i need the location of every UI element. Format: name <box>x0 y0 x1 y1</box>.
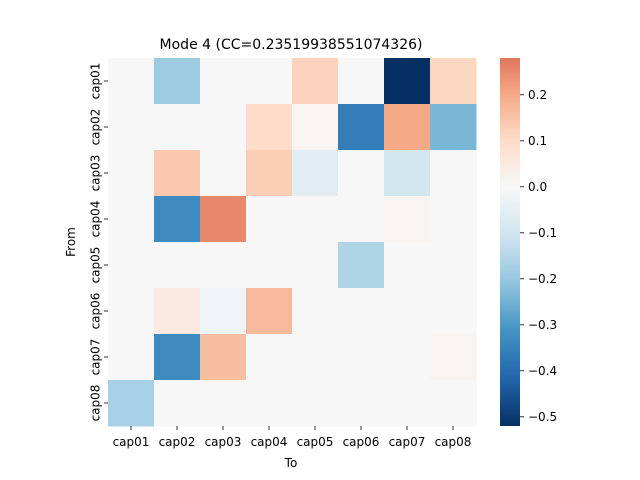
heatmap-cell-cap03-cap08 <box>430 150 477 197</box>
heatmap-cell-cap04-cap02 <box>154 196 201 243</box>
heatmap-cell-cap08-cap07 <box>384 380 431 427</box>
heatmap-cell-cap06-cap01 <box>108 288 155 335</box>
heatmap-cell-cap05-cap07 <box>384 242 431 289</box>
x-axis-ticks: cap01 cap02 cap03 cap04 cap05 cap06 cap07 cap08 <box>113 426 472 449</box>
heatmap-cell-cap06-cap06 <box>338 288 385 335</box>
heatmap-cell-cap02-cap05 <box>292 104 339 151</box>
heatmap-cell-cap05-cap01 <box>108 242 155 289</box>
heatmap-cell-cap01-cap04 <box>246 58 293 105</box>
heatmap-cells <box>108 58 477 427</box>
heatmap-cell-cap04-cap03 <box>200 196 247 243</box>
heatmap-cell-cap03-cap07 <box>384 150 431 197</box>
y-tick-label: cap07 <box>89 339 103 376</box>
x-tick-label: cap04 <box>251 435 288 449</box>
heatmap-cell-cap02-cap03 <box>200 104 247 151</box>
heatmap-cell-cap02-cap04 <box>246 104 293 151</box>
x-tick-label: cap07 <box>389 435 426 449</box>
colorbar <box>500 58 520 426</box>
y-tick-label: cap03 <box>89 155 103 192</box>
heatmap-cell-cap02-cap08 <box>430 104 477 151</box>
heatmap-cell-cap03-cap06 <box>338 150 385 197</box>
heatmap-cell-cap01-cap06 <box>338 58 385 105</box>
heatmap-cell-cap02-cap01 <box>108 104 155 151</box>
colorbar-tick-label: −0.1 <box>528 226 557 240</box>
heatmap-cell-cap01-cap07 <box>384 58 431 105</box>
colorbar-tick-label: −0.2 <box>528 272 557 286</box>
heatmap-cell-cap08-cap08 <box>430 380 477 427</box>
heatmap-cell-cap05-cap05 <box>292 242 339 289</box>
colorbar-tick-label: 0.2 <box>528 88 547 102</box>
heatmap-cell-cap05-cap03 <box>200 242 247 289</box>
heatmap-cell-cap04-cap06 <box>338 196 385 243</box>
y-axis-label: From <box>64 227 78 257</box>
heatmap-cell-cap04-cap07 <box>384 196 431 243</box>
colorbar-tick-label: −0.3 <box>528 318 557 332</box>
heatmap-cell-cap06-cap04 <box>246 288 293 335</box>
heatmap-cell-cap06-cap07 <box>384 288 431 335</box>
x-tick-label: cap08 <box>435 435 472 449</box>
heatmap-cell-cap01-cap08 <box>430 58 477 105</box>
heatmap-cell-cap03-cap04 <box>246 150 293 197</box>
x-tick-label: cap02 <box>159 435 196 449</box>
heatmap-cell-cap08-cap04 <box>246 380 293 427</box>
heatmap-cell-cap07-cap05 <box>292 334 339 381</box>
heatmap-cell-cap08-cap03 <box>200 380 247 427</box>
y-tick-label: cap02 <box>89 109 103 146</box>
heatmap-cell-cap02-cap06 <box>338 104 385 151</box>
x-tick-label: cap01 <box>113 435 150 449</box>
x-axis-label: To <box>284 456 298 470</box>
heatmap-cell-cap03-cap01 <box>108 150 155 197</box>
heatmap-cell-cap01-cap03 <box>200 58 247 105</box>
colorbar-tick-label: 0.0 <box>528 180 547 194</box>
heatmap-cell-cap08-cap02 <box>154 380 201 427</box>
chart-title: Mode 4 (CC=0.23519938551074326) <box>160 37 423 53</box>
y-tick-label: cap05 <box>89 247 103 284</box>
colorbar-ticks: 0.2 0.1 0.0 −0.1 −0.2 −0.3 −0.4 −0.5 <box>520 88 557 424</box>
y-tick-label: cap01 <box>89 63 103 100</box>
heatmap-cell-cap06-cap05 <box>292 288 339 335</box>
heatmap-cell-cap07-cap06 <box>338 334 385 381</box>
y-tick-label: cap06 <box>89 293 103 330</box>
heatmap-cell-cap01-cap02 <box>154 58 201 105</box>
colorbar-tick-label: −0.4 <box>528 364 557 378</box>
heatmap-cell-cap01-cap05 <box>292 58 339 105</box>
heatmap-cell-cap08-cap06 <box>338 380 385 427</box>
heatmap-cell-cap04-cap04 <box>246 196 293 243</box>
heatmap-cell-cap02-cap07 <box>384 104 431 151</box>
colorbar-tick-label: 0.1 <box>528 134 547 148</box>
heatmap-cell-cap02-cap02 <box>154 104 201 151</box>
y-axis-ticks: cap01 cap02 cap03 cap04 cap05 cap06 cap07 cap08 <box>89 63 108 422</box>
heatmap-cell-cap07-cap08 <box>430 334 477 381</box>
heatmap-cell-cap04-cap05 <box>292 196 339 243</box>
colorbar-tick-label: −0.5 <box>528 410 557 424</box>
heatmap-cell-cap04-cap08 <box>430 196 477 243</box>
heatmap-cell-cap07-cap07 <box>384 334 431 381</box>
heatmap-cell-cap07-cap03 <box>200 334 247 381</box>
heatmap-cell-cap03-cap05 <box>292 150 339 197</box>
heatmap-cell-cap05-cap06 <box>338 242 385 289</box>
heatmap-cell-cap05-cap04 <box>246 242 293 289</box>
heatmap-cell-cap03-cap03 <box>200 150 247 197</box>
heatmap-cell-cap01-cap01 <box>108 58 155 105</box>
y-tick-label: cap08 <box>89 385 103 422</box>
heatmap-cell-cap03-cap02 <box>154 150 201 197</box>
heatmap-cell-cap06-cap03 <box>200 288 247 335</box>
heatmap-cell-cap06-cap08 <box>430 288 477 335</box>
x-tick-label: cap06 <box>343 435 380 449</box>
heatmap-cell-cap08-cap01 <box>108 380 155 427</box>
heatmap-cell-cap06-cap02 <box>154 288 201 335</box>
heatmap-cell-cap07-cap04 <box>246 334 293 381</box>
heatmap-cell-cap05-cap08 <box>430 242 477 289</box>
heatmap-cell-cap05-cap02 <box>154 242 201 289</box>
x-tick-label: cap05 <box>297 435 334 449</box>
heatmap-cell-cap08-cap05 <box>292 380 339 427</box>
y-tick-label: cap04 <box>89 201 103 238</box>
heatmap-cell-cap07-cap02 <box>154 334 201 381</box>
heatmap-cell-cap07-cap01 <box>108 334 155 381</box>
heatmap-cell-cap04-cap01 <box>108 196 155 243</box>
x-tick-label: cap03 <box>205 435 242 449</box>
